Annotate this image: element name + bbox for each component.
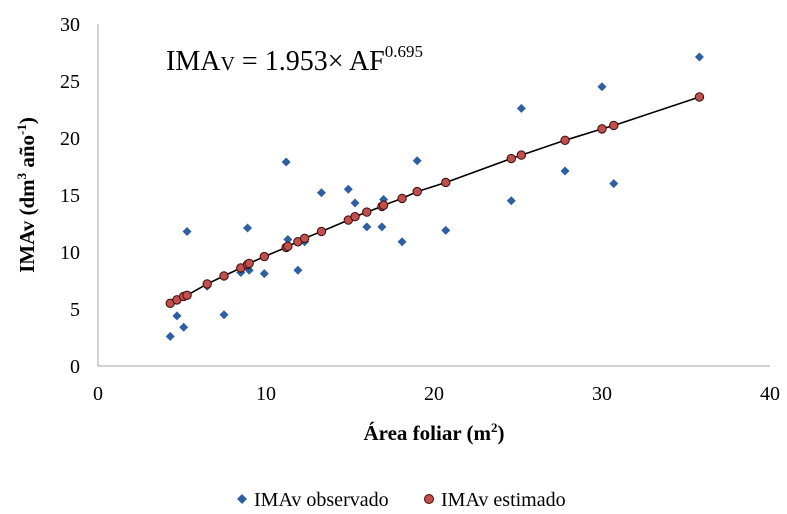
y-tick-label: 10 — [60, 242, 80, 264]
estimated-point — [397, 193, 407, 204]
y-tick-label: 20 — [60, 128, 80, 150]
estimated-point — [202, 279, 212, 289]
estimated-point — [516, 150, 527, 160]
x-tick-label: 20 — [424, 383, 444, 405]
observed-point — [316, 188, 326, 198]
observed-point — [182, 226, 192, 236]
estimated-point — [506, 153, 516, 164]
y-tick-label: 0 — [70, 356, 80, 378]
estimated-point — [244, 258, 254, 269]
y-title-sup-neg1: -1 — [14, 124, 29, 135]
legend-estimated-label: IMAv estimado — [441, 489, 566, 511]
observed-point — [694, 52, 704, 62]
x-title-main: Área foliar (m — [363, 421, 491, 445]
observed-point — [281, 157, 291, 167]
equation-annotation: IMAV = 1.953× AF0.695 — [166, 42, 423, 77]
x-tick-label: 30 — [592, 383, 612, 405]
y-title-part-a: IMAv (dm — [15, 179, 39, 273]
equation-exponent: 0.695 — [385, 42, 423, 61]
observed-point — [350, 198, 360, 208]
observed-point — [293, 265, 303, 275]
estimated-point — [219, 271, 229, 281]
y-tick-label: 5 — [70, 299, 80, 321]
observed-point — [243, 223, 253, 233]
estimated-point — [597, 124, 607, 134]
x-axis-title: Área foliar (m2) — [363, 420, 504, 445]
observed-point — [283, 234, 293, 244]
estimated-point — [378, 200, 389, 210]
estimated-point — [259, 251, 270, 262]
y-title-part-c: ) — [15, 117, 39, 124]
x-tick-label: 10 — [256, 383, 276, 405]
observed-point — [506, 196, 516, 206]
observed-point — [597, 82, 607, 92]
estimated-point — [609, 120, 619, 131]
estimated-point — [362, 207, 372, 217]
observed-point — [219, 310, 229, 320]
estimated-point — [316, 226, 327, 237]
equation-lhs: IMA — [166, 46, 221, 77]
legend: IMAv observado IMAv estimado — [237, 489, 566, 511]
observed-point — [172, 311, 182, 321]
observed-point — [441, 225, 451, 235]
legend-estimated-marker — [424, 494, 434, 504]
observed-series — [165, 52, 704, 341]
observed-point — [343, 184, 353, 194]
x-title-end: ) — [498, 421, 505, 445]
observed-point — [516, 103, 526, 113]
observed-point — [179, 322, 189, 332]
legend-observed-marker — [237, 494, 247, 504]
y-tick-labels: 0 5 10 15 20 25 30 — [60, 14, 80, 378]
y-axis-title: IMAv (dm3 año-1) — [14, 117, 39, 273]
y-tick-label: 15 — [60, 185, 80, 207]
equation-rhs: = 1.953× AF — [235, 46, 385, 77]
estimated-series — [165, 92, 705, 308]
estimated-point — [412, 186, 422, 197]
observed-point — [165, 331, 175, 341]
estimated-point — [441, 177, 451, 188]
estimated-point — [350, 211, 360, 222]
y-title-sup-3: 3 — [14, 172, 29, 179]
observed-point — [412, 156, 422, 166]
y-tick-label: 30 — [60, 14, 80, 36]
y-tick-label: 25 — [60, 71, 80, 93]
observed-point — [377, 222, 387, 232]
equation-subscript: V — [220, 53, 235, 75]
estimated-point — [560, 135, 570, 145]
x-title-sup: 2 — [491, 420, 498, 435]
legend-observed-label: IMAv observado — [254, 489, 389, 511]
y-title-part-b: año — [15, 135, 39, 173]
x-tick-labels: 0 10 20 30 40 — [93, 383, 780, 405]
observed-point — [609, 179, 619, 189]
estimated-point — [283, 241, 293, 252]
observed-point — [560, 166, 570, 176]
estimated-point — [299, 233, 310, 244]
observed-point — [397, 237, 407, 247]
observed-point — [362, 222, 372, 232]
x-tick-label: 40 — [760, 383, 780, 405]
observed-point — [259, 269, 269, 279]
estimated-point — [694, 92, 705, 102]
x-tick-label: 0 — [93, 383, 103, 405]
plot-area — [97, 24, 770, 367]
estimated-point — [182, 290, 192, 301]
